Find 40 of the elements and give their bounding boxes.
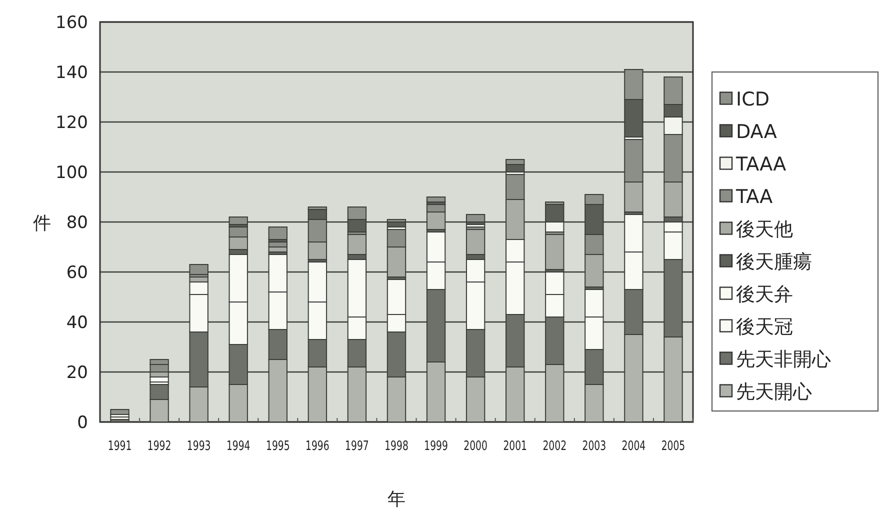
x-tick-label: 1997 <box>345 437 369 454</box>
legend-label: DAA <box>736 120 777 143</box>
bar <box>545 234 564 270</box>
x-axis-title: 年 <box>388 489 406 510</box>
legend-label: TAA <box>735 186 773 208</box>
x-tick-label: 2000 <box>464 437 488 454</box>
y-axis-title: 件 <box>33 213 51 234</box>
y-tick-label: 140 <box>56 63 88 83</box>
y-tick-label: 120 <box>56 113 88 133</box>
y-tick-label: 60 <box>66 263 88 283</box>
y-tick-label: 80 <box>66 213 88 233</box>
x-tick-label: 1998 <box>384 437 408 454</box>
x-tick-label: 2003 <box>582 437 606 454</box>
x-tick-label: 1996 <box>306 437 330 454</box>
y-tick-label: 100 <box>56 163 88 183</box>
y-tick-label: 160 <box>56 13 88 33</box>
x-tick-label: 1994 <box>226 437 250 454</box>
legend-label: 先天非開心 <box>736 348 831 370</box>
x-tick-label: 2001 <box>503 437 527 454</box>
x-tick-label: 1992 <box>147 437 172 454</box>
y-tick-label: 0 <box>77 413 88 433</box>
legend-label: TAAA <box>735 153 786 176</box>
x-tick-label: 1991 <box>108 437 132 454</box>
x-tick-label: 2002 <box>542 437 567 454</box>
x-tick-label: 1995 <box>266 437 290 454</box>
x-tick-label: 2005 <box>661 437 686 454</box>
legend-label: 後天弁 <box>736 283 793 306</box>
y-tick-label: 40 <box>66 313 88 333</box>
legend-label: 先天開心 <box>736 380 812 403</box>
y-tick-label: 20 <box>66 363 88 383</box>
x-tick-label: 1999 <box>424 437 448 454</box>
bar <box>268 226 288 240</box>
legend-label: 後天他 <box>736 218 793 240</box>
legend-label: ICD <box>736 88 770 110</box>
bar <box>110 409 130 415</box>
x-tick-label: 2004 <box>622 437 646 454</box>
legend-label: 後天冠 <box>736 316 793 338</box>
x-tick-label: 1993 <box>186 437 211 454</box>
legend-label: 後天腫瘍 <box>736 250 812 273</box>
bar <box>426 196 446 202</box>
